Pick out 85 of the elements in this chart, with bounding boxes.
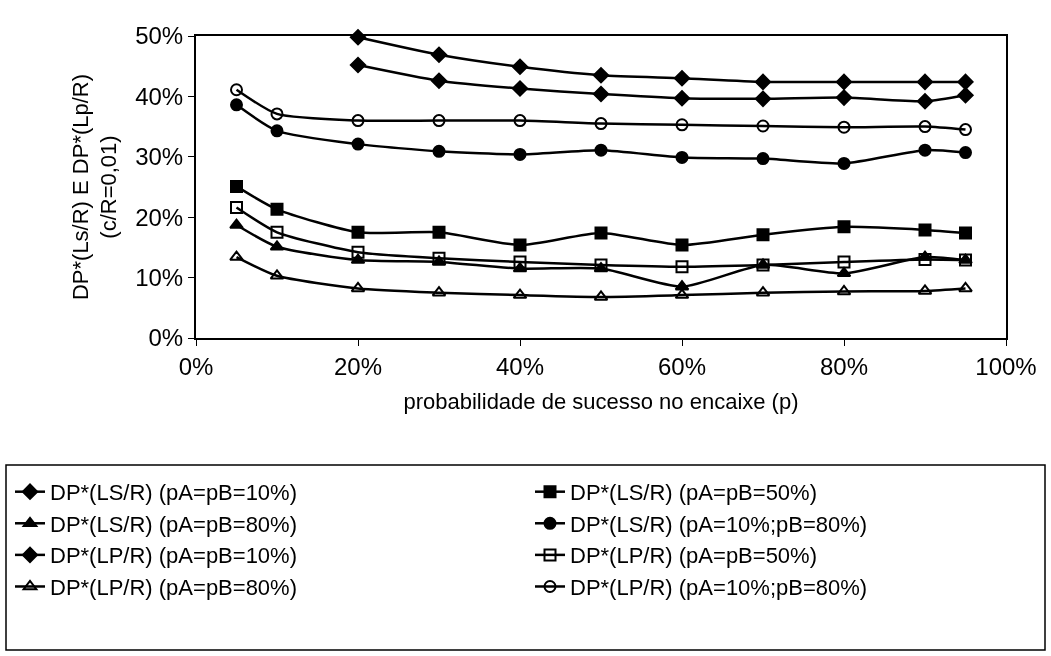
- point: [675, 150, 689, 164]
- point: [230, 98, 243, 112]
- point: [592, 67, 610, 84]
- point: [230, 83, 243, 97]
- point: [351, 245, 365, 259]
- point: [351, 137, 365, 151]
- point: [675, 118, 689, 132]
- point: [430, 72, 448, 89]
- y-tick-label: 0%: [148, 324, 184, 352]
- point: [673, 90, 691, 107]
- point: [916, 73, 934, 91]
- y-axis-title: DP*(Ls/R) E DP*(Lp/R) (c/R=0,01): [67, 73, 122, 301]
- point: [959, 226, 972, 240]
- point: [511, 80, 529, 97]
- point: [835, 73, 853, 91]
- legend-label: DP*(LS/R) (pA=10%;pB=80%): [570, 511, 868, 537]
- point: [432, 144, 446, 158]
- point: [957, 73, 974, 91]
- point: [957, 87, 974, 104]
- point: [916, 93, 934, 110]
- point: [432, 114, 446, 128]
- point: [229, 250, 244, 261]
- point: [918, 252, 932, 266]
- legend-label: DP*(LS/R) (pA=pB=10%): [50, 480, 297, 506]
- point: [230, 201, 243, 215]
- point: [675, 238, 689, 252]
- point: [432, 225, 446, 239]
- point: [756, 228, 770, 242]
- point: [513, 147, 527, 161]
- legend-label: DP*(LP/R) (pA=pB=10%): [50, 543, 297, 569]
- point: [837, 220, 851, 234]
- point: [270, 124, 284, 138]
- point: [958, 281, 973, 293]
- point: [351, 225, 365, 239]
- point: [511, 58, 529, 75]
- point: [229, 218, 244, 229]
- point: [836, 266, 852, 278]
- y-tick-label: 40%: [135, 82, 184, 110]
- point: [959, 146, 972, 160]
- point: [349, 56, 367, 74]
- legend-label: DP*(LS/R) (pA=pB=50%): [570, 480, 817, 506]
- point: [756, 119, 770, 133]
- point: [513, 114, 527, 128]
- x-axis-title: probabilidade de sucesso no encaixe (p): [403, 389, 799, 415]
- x-tick-label: 60%: [657, 352, 707, 380]
- point: [350, 281, 366, 293]
- point: [594, 117, 608, 131]
- point: [756, 152, 770, 166]
- point: [270, 107, 284, 121]
- point: [754, 73, 772, 91]
- point: [836, 284, 852, 296]
- point: [594, 143, 608, 157]
- x-tick-label: 0%: [178, 352, 214, 380]
- point: [959, 123, 972, 137]
- point: [270, 225, 284, 239]
- y-tick-label: 50%: [135, 22, 184, 50]
- point: [230, 179, 243, 193]
- point: [918, 143, 932, 157]
- point: [918, 223, 932, 237]
- x-tick-label: 40%: [495, 352, 545, 380]
- point: [594, 226, 608, 240]
- point: [430, 46, 448, 63]
- x-tick-label: 100%: [975, 352, 1037, 380]
- y-tick-label: 30%: [135, 143, 184, 171]
- x-tick-label: 20%: [333, 352, 383, 380]
- legend-label: DP*(LS/R) (pA=pB=80%): [50, 511, 297, 537]
- point: [270, 202, 284, 216]
- point: [837, 156, 851, 170]
- point: [837, 255, 851, 269]
- point: [351, 114, 365, 128]
- point: [918, 120, 932, 134]
- x-tick-label: 80%: [819, 352, 869, 380]
- point: [837, 120, 851, 134]
- y-tick-label: 10%: [135, 264, 184, 291]
- point: [513, 255, 527, 269]
- point: [513, 238, 527, 252]
- y-tick-label: 20%: [135, 203, 184, 231]
- point: [592, 85, 610, 103]
- legend-label: DP*(LP/R) (pA=pB=50%): [570, 543, 817, 569]
- point: [835, 89, 853, 106]
- point: [673, 70, 691, 87]
- legend-label: DP*(LP/R) (pA=pB=80%): [50, 575, 297, 601]
- legend-label: DP*(LP/R) (pA=10%;pB=80%): [570, 575, 868, 601]
- point: [675, 260, 689, 274]
- point: [754, 90, 772, 107]
